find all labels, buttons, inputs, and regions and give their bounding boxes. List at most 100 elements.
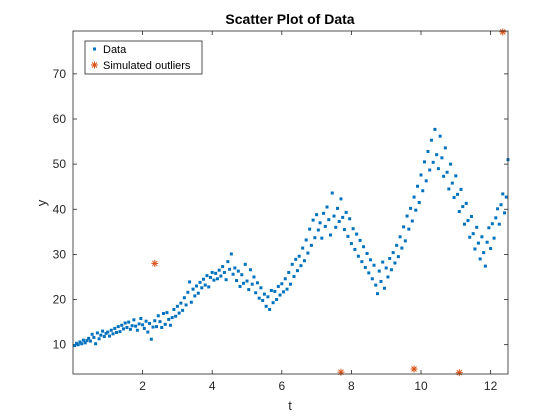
data-point xyxy=(301,246,305,250)
y-tick-label: 60 xyxy=(53,112,67,126)
data-point xyxy=(170,316,174,320)
data-point xyxy=(231,272,235,276)
data-point xyxy=(428,168,432,172)
data-point xyxy=(299,264,303,268)
data-point xyxy=(88,339,92,343)
data-point xyxy=(461,205,465,209)
data-point xyxy=(382,286,386,290)
data-point xyxy=(304,238,308,242)
x-axis-label: t xyxy=(288,398,292,413)
data-point xyxy=(202,277,205,281)
data-point xyxy=(255,281,259,285)
data-point xyxy=(200,286,204,290)
data-point xyxy=(219,274,223,278)
data-point xyxy=(229,252,233,256)
axes-box xyxy=(72,30,509,375)
data-point xyxy=(487,226,491,230)
data-point xyxy=(452,196,456,200)
data-point xyxy=(153,319,157,323)
outlier-point xyxy=(151,259,159,267)
data-point xyxy=(308,227,312,231)
data-point xyxy=(78,340,82,344)
data-point xyxy=(396,255,400,259)
data-point xyxy=(463,222,466,226)
data-point xyxy=(83,341,87,345)
legend-box xyxy=(84,40,203,75)
data-point xyxy=(242,281,246,285)
x-tick-label: 4 xyxy=(209,379,216,393)
data-point xyxy=(158,320,162,324)
data-point xyxy=(409,206,413,210)
data-point xyxy=(386,275,390,279)
data-point xyxy=(212,278,216,282)
data-point xyxy=(141,323,145,327)
data-point xyxy=(184,303,188,307)
data-point xyxy=(302,259,306,263)
legend-marker-data xyxy=(93,47,96,51)
data-point xyxy=(473,247,477,251)
data-point xyxy=(172,307,176,311)
data-point xyxy=(436,167,440,171)
data-point xyxy=(325,205,329,209)
data-point xyxy=(144,319,148,323)
x-tick-label: 10 xyxy=(414,379,428,393)
data-point xyxy=(97,337,101,341)
data-point xyxy=(398,235,402,239)
data-point xyxy=(248,268,252,272)
data-point xyxy=(90,332,94,336)
data-point xyxy=(108,334,112,338)
data-point xyxy=(271,301,275,305)
data-point xyxy=(297,254,301,258)
data-point xyxy=(222,270,226,274)
data-point xyxy=(391,251,395,255)
data-point xyxy=(254,291,258,295)
data-point xyxy=(80,342,84,346)
data-point xyxy=(134,324,138,328)
data-point xyxy=(156,314,160,318)
data-point xyxy=(353,247,357,251)
y-tick-label: 20 xyxy=(53,293,67,307)
data-point xyxy=(95,331,99,335)
data-point xyxy=(273,289,277,293)
data-point xyxy=(250,282,254,286)
legend-marker-outliers xyxy=(91,61,98,69)
data-point xyxy=(327,218,331,222)
data-point xyxy=(289,282,292,286)
data-point xyxy=(240,273,244,277)
data-point xyxy=(309,243,313,247)
data-point xyxy=(102,335,106,339)
data-point xyxy=(81,338,85,342)
data-point xyxy=(203,283,207,287)
data-point xyxy=(106,330,110,334)
data-point xyxy=(417,201,421,204)
data-point xyxy=(217,268,221,272)
data-point xyxy=(503,211,507,215)
data-point xyxy=(233,266,237,270)
data-point xyxy=(315,213,319,217)
data-point xyxy=(262,292,266,296)
data-point xyxy=(410,219,414,223)
data-point xyxy=(290,262,294,266)
data-point xyxy=(316,228,320,232)
data-point xyxy=(482,251,486,255)
data-point xyxy=(438,134,442,138)
data-point xyxy=(421,189,425,193)
data-point xyxy=(435,153,439,157)
data-point xyxy=(464,201,468,205)
x-tick-label: 6 xyxy=(278,379,285,393)
data-point xyxy=(358,238,362,242)
data-point xyxy=(311,218,315,222)
data-point xyxy=(280,282,284,286)
data-point xyxy=(450,181,454,185)
data-point xyxy=(266,295,270,299)
data-point xyxy=(367,271,371,275)
data-point xyxy=(400,246,404,250)
x-axis-ticks: 2 4 6 8 10 12 xyxy=(139,31,498,393)
data-point xyxy=(268,307,272,311)
data-point xyxy=(494,216,498,220)
outlier-point xyxy=(337,368,345,376)
data-point xyxy=(177,311,181,315)
data-point xyxy=(377,269,381,273)
data-point xyxy=(456,192,460,196)
data-point xyxy=(181,308,185,312)
